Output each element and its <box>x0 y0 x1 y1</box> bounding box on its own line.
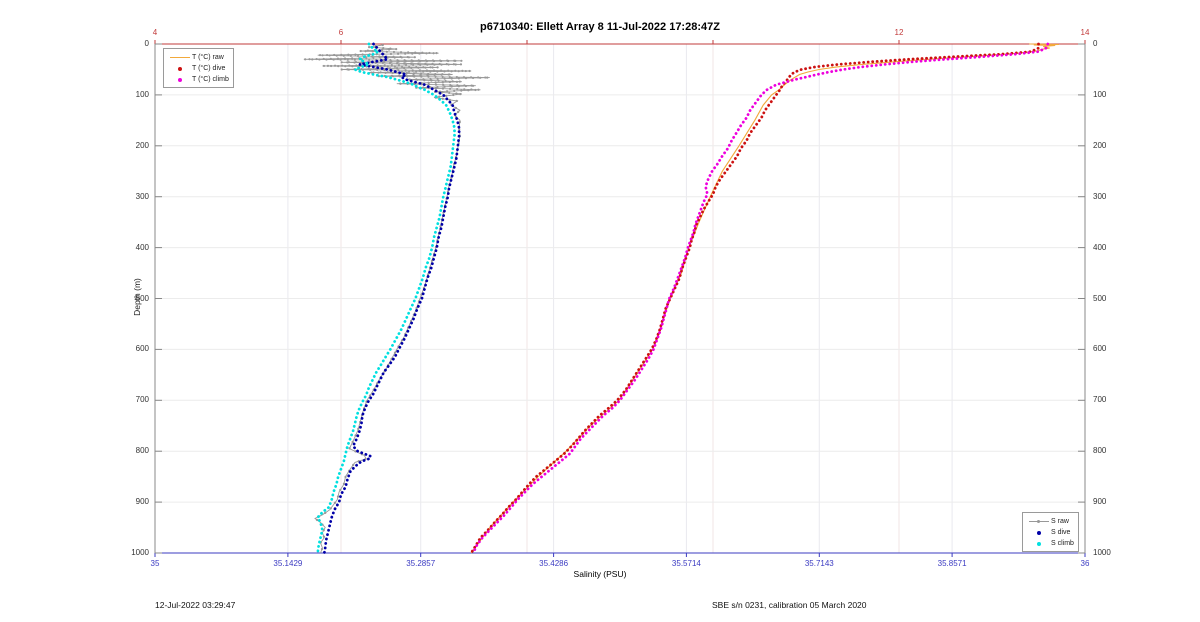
x-axis-label: Salinity (PSU) <box>573 569 627 579</box>
series-t-c-climb <box>471 42 1050 555</box>
bottom-axis-tick-label: 35 <box>150 559 160 568</box>
s-raw-line-swatch <box>1027 520 1051 523</box>
legend-label: T (°C) climb <box>192 76 229 83</box>
right-axis-tick-label: 300 <box>1093 191 1107 201</box>
top-axis-tick-label: 4 <box>152 28 158 37</box>
series-s-dive <box>322 42 461 555</box>
left-axis-tick-label: 200 <box>135 140 149 150</box>
right-axis-tick-label: 800 <box>1093 446 1107 456</box>
bottom-axis-tick-label: 35.4286 <box>539 559 569 568</box>
legend-label: T (°C) dive <box>192 65 226 72</box>
left-axis-tick-label: 400 <box>135 242 149 252</box>
t-climb-dot-swatch <box>168 77 192 82</box>
bottom-axis-tick-label: 35.5714 <box>671 559 701 568</box>
s-dive-dot-swatch <box>1027 530 1051 535</box>
t-raw-line-swatch <box>168 57 192 58</box>
bottom-axis-tick-label: 36 <box>1080 559 1090 568</box>
left-axis-tick-label: 100 <box>135 89 149 99</box>
sensor-calibration-annotation: SBE s/n 0231, calibration 05 March 2020 <box>712 600 867 610</box>
legend-item-s-climb: S climb <box>1027 538 1074 549</box>
legend-label: T (°C) raw <box>192 54 224 61</box>
legend-item-t-climb: T (°C) climb <box>168 74 229 85</box>
legend-item-t-dive: T (°C) dive <box>168 63 229 74</box>
timestamp-annotation: 12-Jul-2022 03:29:47 <box>155 600 236 610</box>
legend-item-t-raw: T (°C) raw <box>168 52 229 63</box>
legend-label: S dive <box>1051 529 1071 536</box>
right-axis-tick-label: 0 <box>1093 39 1098 48</box>
right-axis-tick-label: 600 <box>1093 344 1107 354</box>
left-axis-tick-label: 500 <box>135 293 149 303</box>
left-axis-tick-label: 300 <box>135 191 149 201</box>
left-axis-tick-label: 700 <box>135 395 149 405</box>
series-s-climb <box>315 42 456 555</box>
series-s-raw-markers <box>303 43 490 555</box>
bottom-axis-tick-label: 35.7143 <box>804 559 834 568</box>
top-axis-tick-label: 6 <box>338 28 344 37</box>
top-axis-tick-label: 14 <box>1080 28 1090 37</box>
bottom-axis-tick-label: 35.8571 <box>937 559 967 568</box>
left-axis-tick-label: 900 <box>135 497 149 507</box>
legend-item-s-dive: S dive <box>1027 527 1074 538</box>
top-axis-tick-label: 12 <box>894 28 904 37</box>
legend-label: S raw <box>1051 518 1069 525</box>
bottom-axis-tick-label: 35.2857 <box>406 559 436 568</box>
left-axis-tick-label: 1000 <box>131 548 149 557</box>
right-axis-tick-label: 1000 <box>1093 548 1111 557</box>
left-axis-tick-label: 0 <box>144 39 149 48</box>
right-axis-tick-label: 200 <box>1093 140 1107 150</box>
right-axis-tick-label: 400 <box>1093 242 1107 252</box>
left-axis-tick-label: 600 <box>135 344 149 354</box>
legend-salinity: S raw S dive S climb <box>1022 512 1079 552</box>
right-axis-tick-label: 100 <box>1093 89 1107 99</box>
s-climb-dot-swatch <box>1027 541 1051 546</box>
bottom-axis-tick-label: 35.1429 <box>273 559 303 568</box>
legend-label: S climb <box>1051 540 1074 547</box>
legend-temperature: T (°C) raw T (°C) dive T (°C) climb <box>163 48 234 88</box>
chart-title: p6710340: Ellett Array 8 11-Jul-2022 17:… <box>480 21 720 33</box>
t-dive-dot-swatch <box>168 66 192 71</box>
right-axis-tick-label: 700 <box>1093 395 1107 405</box>
right-axis-tick-label: 900 <box>1093 497 1107 507</box>
left-axis-tick-label: 800 <box>135 446 149 456</box>
right-axis-tick-label: 500 <box>1093 293 1107 303</box>
legend-item-s-raw: S raw <box>1027 516 1074 527</box>
